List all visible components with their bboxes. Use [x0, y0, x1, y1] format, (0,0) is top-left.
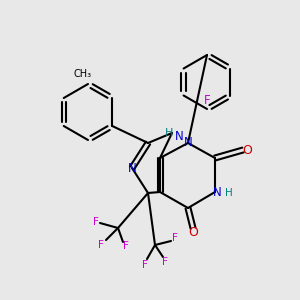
Text: F: F: [123, 241, 129, 251]
Text: O: O: [188, 226, 198, 238]
Text: N: N: [128, 161, 136, 175]
Text: F: F: [142, 260, 148, 270]
Text: F: F: [172, 233, 178, 243]
Text: H: H: [165, 128, 173, 138]
Text: H: H: [225, 188, 233, 198]
Text: F: F: [162, 257, 168, 267]
Text: O: O: [242, 143, 252, 157]
Text: N: N: [175, 130, 183, 142]
Text: F: F: [204, 94, 210, 106]
Text: F: F: [98, 240, 104, 250]
Text: N: N: [184, 136, 192, 149]
Text: F: F: [93, 217, 99, 227]
Text: CH₃: CH₃: [74, 69, 92, 79]
Text: N: N: [213, 185, 221, 199]
